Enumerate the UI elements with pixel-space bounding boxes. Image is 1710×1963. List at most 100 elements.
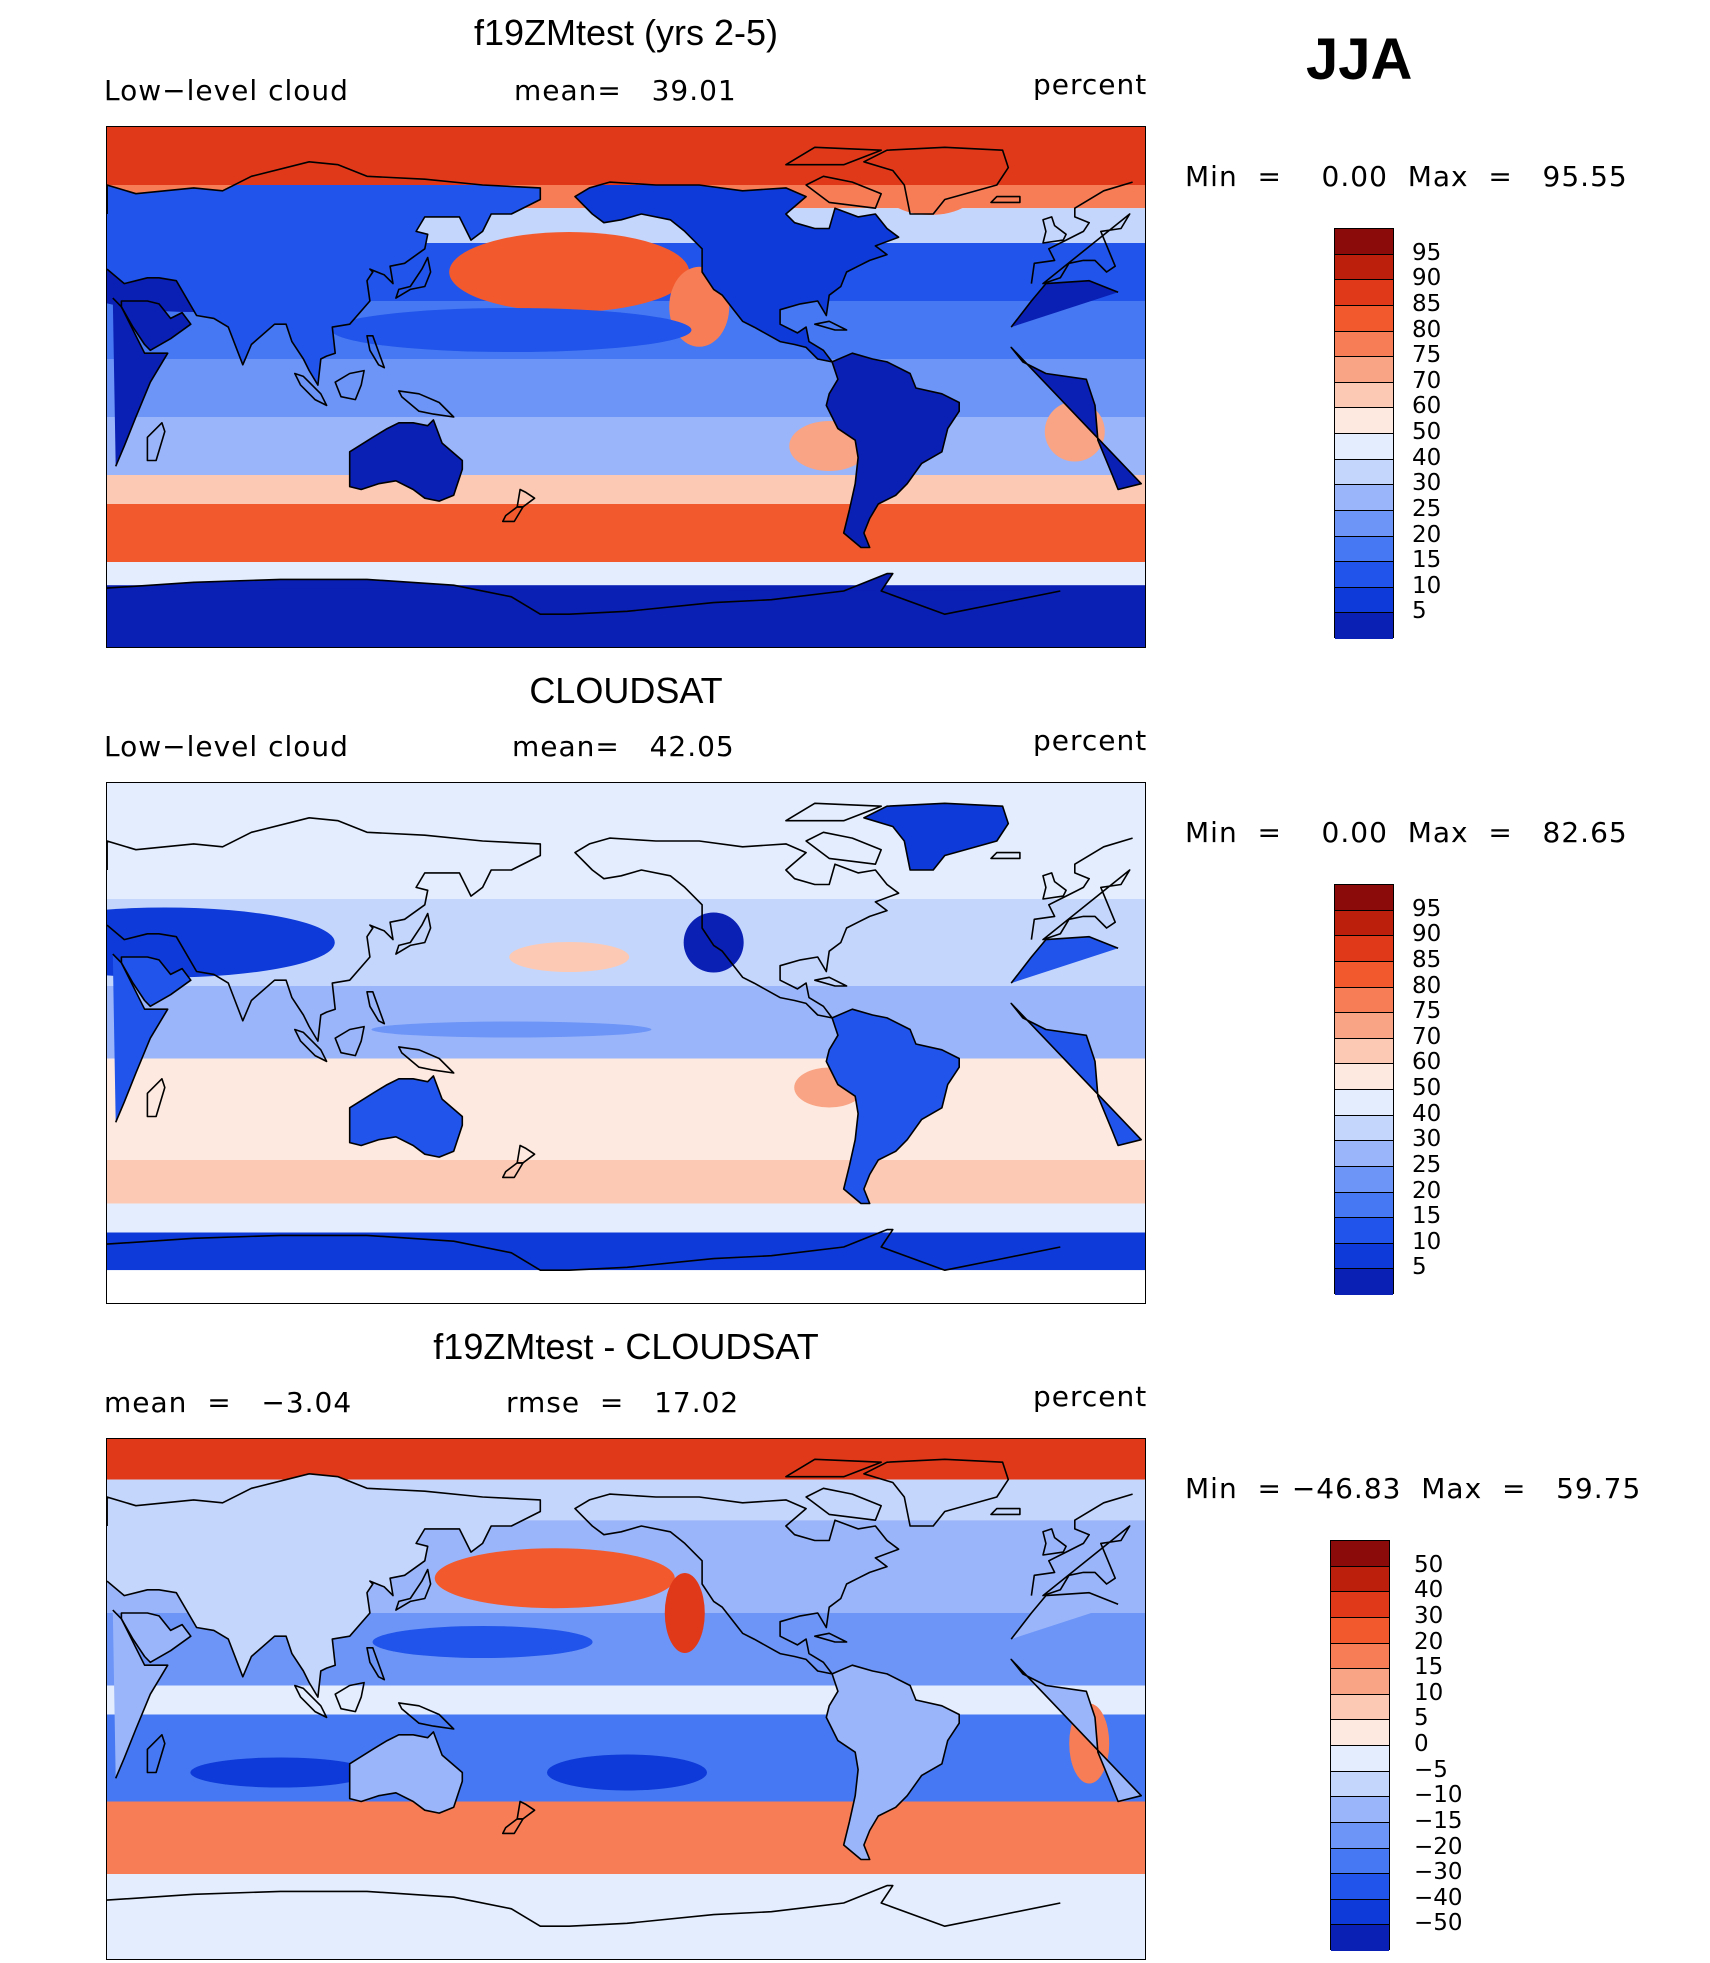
coastlines <box>107 802 1142 1271</box>
colorbar-tick-label: −50 <box>1414 1910 1463 1937</box>
panel-3-colorbar <box>1330 1540 1390 1951</box>
cloud-feature <box>371 1021 652 1038</box>
coastline-borneo <box>334 369 365 401</box>
panel-1-colorbar <box>1334 228 1394 639</box>
coastline-southamerica <box>825 1008 960 1205</box>
coastline-australia <box>348 1731 464 1814</box>
colorbar-tick-label: 10 <box>1412 1228 1442 1255</box>
panel-3-mean-label: mean = −3.04 <box>104 1386 353 1419</box>
colorbar-tick-label: 90 <box>1412 921 1442 948</box>
colorbar-tick-label: 80 <box>1412 972 1442 999</box>
coastline-sumatra <box>294 372 328 407</box>
cloud-feature <box>107 907 335 978</box>
subantarctic-band <box>107 1203 1145 1233</box>
coastline-madagascar <box>146 1734 166 1774</box>
colorbar-tick-label: 85 <box>1412 946 1442 973</box>
colorbar-swatch <box>1335 961 1393 988</box>
cloud-feature <box>664 1573 705 1653</box>
coastline-northamerica <box>574 181 900 363</box>
colorbar-swatch <box>1335 408 1393 434</box>
colorbar-tick-label: 50 <box>1414 1551 1444 1578</box>
colorbar-swatch <box>1335 1013 1393 1039</box>
coastline-antarctica <box>107 1884 1061 1927</box>
coastline-northamerica <box>574 1493 900 1675</box>
colorbar-swatch <box>1335 1141 1393 1167</box>
tropic-south-band <box>107 417 1145 475</box>
panel-3-rmse-label: rmse = 17.02 <box>506 1386 740 1419</box>
coastline-sumatra <box>294 1028 328 1063</box>
coastline-japan <box>395 912 432 955</box>
colorbar-tick-label: 85 <box>1412 290 1442 317</box>
coastline-antarctica <box>107 572 1061 615</box>
colorbar-tick-label: 40 <box>1412 444 1442 471</box>
coastline-iceland <box>990 195 1021 204</box>
colorbar-tick-label: 20 <box>1414 1628 1444 1655</box>
land-shading <box>107 1473 541 1698</box>
panel-1-variable-label: Low−level cloud <box>104 74 349 107</box>
panel-2-units-label: percent <box>1033 724 1148 757</box>
colorbar-swatch <box>1331 1822 1389 1849</box>
coastline-northamerica <box>574 837 900 1019</box>
colorbar-swatch <box>1331 1643 1389 1670</box>
colorbar-tick-label: 95 <box>1412 239 1442 266</box>
antarctic-band <box>107 1232 1145 1271</box>
land-shading <box>863 803 1009 870</box>
colorbar-swatch <box>1335 613 1393 639</box>
colorbar-swatch <box>1331 1592 1389 1618</box>
colorbar-swatch <box>1335 562 1393 588</box>
colorbar-swatch <box>1335 536 1393 563</box>
coastline-arabia <box>120 300 192 352</box>
coastline-arabia <box>120 956 192 1008</box>
colorbar-tick-label: 5 <box>1414 1705 1429 1732</box>
panel-2-map <box>106 782 1146 1304</box>
cloud-feature <box>509 942 630 972</box>
panel-2-variable-label: Low−level cloud <box>104 730 349 763</box>
colorbar-swatch <box>1335 1115 1393 1142</box>
coastline-borneo <box>334 1681 365 1713</box>
colorbar-tick-label: 20 <box>1412 521 1442 548</box>
colorbar-swatch <box>1331 1720 1389 1746</box>
panel-1-units-label: percent <box>1033 68 1148 101</box>
colorbar-swatch <box>1335 910 1393 937</box>
coastline-cuba <box>814 320 848 331</box>
panel-1-map <box>106 126 1146 648</box>
coastline-cuba <box>814 976 848 987</box>
colorbar-tick-label: 25 <box>1412 495 1442 522</box>
panel-3-map <box>106 1438 1146 1960</box>
colorbar-tick-label: 80 <box>1412 316 1442 343</box>
coastline-ellesmere <box>785 802 882 822</box>
colorbar-tick-label: 15 <box>1414 1654 1444 1681</box>
colorbar-swatch <box>1335 459 1393 486</box>
colorbar-swatch <box>1331 1746 1389 1772</box>
colorbar-tick-label: 20 <box>1412 1177 1442 1204</box>
colorbar-swatch <box>1335 1269 1393 1295</box>
colorbar-tick-label: 60 <box>1412 1049 1442 1076</box>
colorbar-tick-label: −15 <box>1414 1807 1463 1834</box>
colorbar-tick-label: 70 <box>1412 1023 1442 1050</box>
colorbar-swatch <box>1335 357 1393 383</box>
colorbar-swatch <box>1335 254 1393 281</box>
coastline-madagascar <box>146 1078 166 1118</box>
land-shading <box>349 1731 463 1814</box>
colorbar-swatch <box>1331 1899 1389 1926</box>
tropic-band <box>107 986 1145 1059</box>
colorbar-tick-label: −5 <box>1414 1756 1448 1783</box>
coastline-uk <box>1042 216 1067 244</box>
colorbar-swatch <box>1335 1166 1393 1193</box>
colorbar-swatch <box>1335 229 1393 255</box>
coastline-sumatra <box>294 1684 328 1719</box>
panel-2-colorbar <box>1334 884 1394 1295</box>
coastline-antarctica <box>107 1228 1061 1271</box>
colorbar-swatch <box>1335 1064 1393 1090</box>
cloud-feature <box>331 308 692 352</box>
equator-band <box>107 1685 1145 1715</box>
panel-2-title: CLOUDSAT <box>529 670 723 711</box>
colorbar-tick-label: −10 <box>1414 1782 1463 1809</box>
colorbar-tick-label: 50 <box>1412 419 1442 445</box>
colorbar-swatch <box>1335 1090 1393 1116</box>
coastline-arabia <box>120 1612 192 1664</box>
colorbar-tick-label: 15 <box>1412 547 1442 574</box>
panel-2-min-max: Min = 0.00 Max = 82.65 <box>1185 816 1628 849</box>
colorbar-tick-label: 5 <box>1412 1254 1427 1281</box>
panel-1-min-max: Min = 0.00 Max = 95.55 <box>1185 160 1628 193</box>
